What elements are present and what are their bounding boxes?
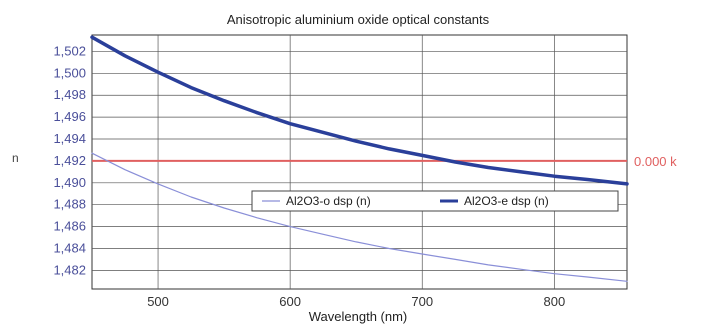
y-tick-label: 1,496 (53, 109, 86, 124)
y-tick-label: 1,502 (53, 43, 86, 58)
y-tick-label: 1,490 (53, 175, 86, 190)
y-tick-label: 1,486 (53, 219, 86, 234)
x-axis-label: Wavelength (nm) (309, 309, 408, 324)
series-line-0 (91, 152, 628, 282)
y-axis-ticks: 1,482 1,484 1,486 1,488 1,490 1,492 1,494 1,496… (53, 43, 86, 277)
y-tick-label: 1,482 (53, 262, 86, 277)
reference-line-group: 0.000 k (92, 154, 677, 169)
series-line-1 (90, 35, 629, 186)
legend-label-o: Al2O3-o dsp (n) (286, 194, 371, 208)
x-tick-label: 800 (543, 294, 565, 309)
y-tick-label: 1,494 (53, 131, 86, 146)
plot-area (91, 34, 628, 290)
y-tick-label: 1,492 (53, 153, 86, 168)
chart-title: Anisotropic aluminium oxide optical cons… (227, 12, 490, 27)
legend: Al2O3-o dsp (n) Al2O3-e dsp (n) (251, 190, 619, 212)
legend-label-e: Al2O3-e dsp (n) (464, 194, 549, 208)
y-tick-label: 1,488 (53, 197, 86, 212)
series-group (90, 35, 629, 282)
y-tick-label: 1,484 (53, 240, 86, 255)
x-tick-label: 600 (279, 294, 301, 309)
y-axis-label: n (12, 151, 19, 165)
x-tick-label: 700 (411, 294, 433, 309)
x-tick-label: 500 (147, 294, 169, 309)
legend-box (251, 190, 619, 212)
y-tick-label: 1,500 (53, 65, 86, 80)
reference-line-label: 0.000 k (634, 154, 677, 169)
y-tick-label: 1,498 (53, 87, 86, 102)
x-axis-ticks: 500 600 700 800 (147, 294, 565, 309)
